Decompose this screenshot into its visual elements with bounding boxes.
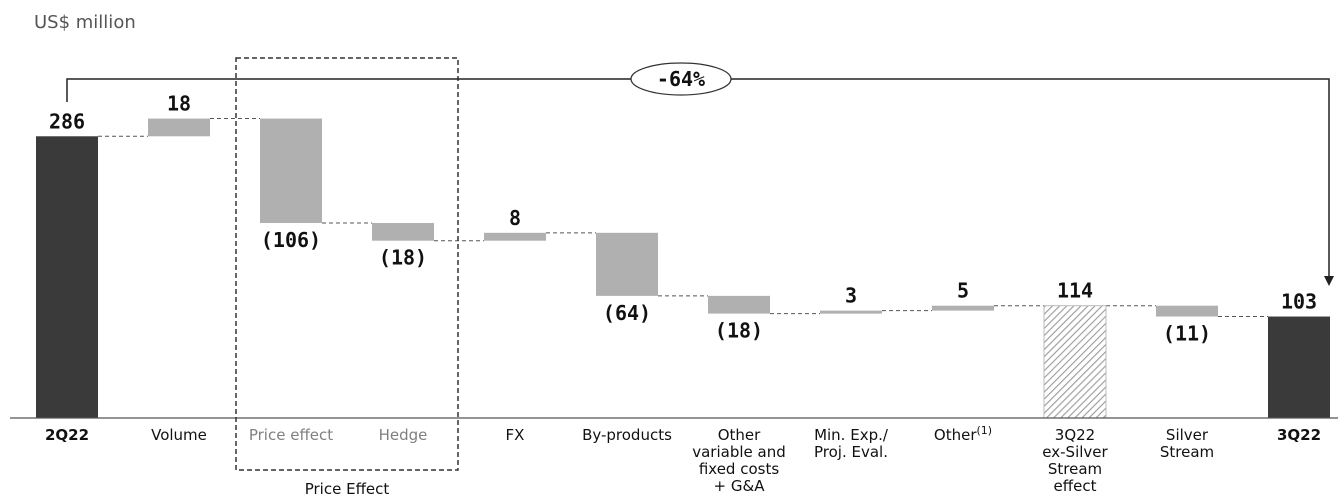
bar-min-exp <box>820 310 882 314</box>
bar-silver-stream <box>1156 305 1218 317</box>
value-label-3q22-ex-silver: 114 <box>1057 279 1093 303</box>
category-label-fx: FX <box>506 426 525 444</box>
price-effect-group-label: Price Effect <box>305 480 390 498</box>
bar-3q22-ex-silver <box>1043 305 1107 419</box>
bar-other-costs <box>708 295 770 314</box>
value-label-hedge: (18) <box>379 246 427 270</box>
value-label-3q22: 103 <box>1281 290 1317 314</box>
value-label-volume: 18 <box>167 92 191 116</box>
value-label-silver-stream: (11) <box>1163 322 1211 346</box>
category-label-2q22: 2Q22 <box>45 426 89 444</box>
change-bracket-line <box>66 78 1330 276</box>
category-label-hedge: Hedge <box>379 426 428 444</box>
category-label-other: Other(1) <box>934 424 992 444</box>
category-label-volume: Volume <box>151 426 207 444</box>
bar-by-products <box>596 232 658 296</box>
change-callout-label: -64% <box>657 67 705 91</box>
category-label-3q22: 3Q22 <box>1277 426 1321 444</box>
value-label-fx: 8 <box>509 206 521 230</box>
value-label-other: 5 <box>957 279 969 303</box>
value-label-price-effect: (106) <box>261 228 321 252</box>
category-label-3q22-ex-silver: 3Q22 ex-Silver Stream effect <box>1042 426 1108 495</box>
value-label-2q22: 286 <box>49 109 85 133</box>
bar-hedge <box>372 222 434 241</box>
category-label-price-effect: Price effect <box>249 426 333 444</box>
bar-3q22 <box>1268 316 1330 418</box>
bar-price-effect <box>260 118 322 223</box>
change-callout-ellipse <box>630 62 732 96</box>
value-label-by-products: (64) <box>603 301 651 325</box>
bar-fx <box>484 232 546 241</box>
unit-label: US$ million <box>34 12 136 33</box>
change-arrow-head <box>1324 276 1334 286</box>
price-effect-group-box <box>235 57 459 471</box>
category-label-silver-stream: Silver Stream <box>1160 426 1214 461</box>
bar-volume <box>148 118 210 137</box>
value-label-min-exp: 3 <box>845 284 857 308</box>
value-label-other-costs: (18) <box>715 319 763 343</box>
category-label-other-costs: Other variable and fixed costs + G&A <box>692 426 786 495</box>
category-label-by-products: By-products <box>582 426 672 444</box>
category-label-min-exp: Min. Exp./Proj. Eval. <box>814 426 889 461</box>
bar-other <box>932 305 994 311</box>
bar-2q22 <box>36 136 98 419</box>
